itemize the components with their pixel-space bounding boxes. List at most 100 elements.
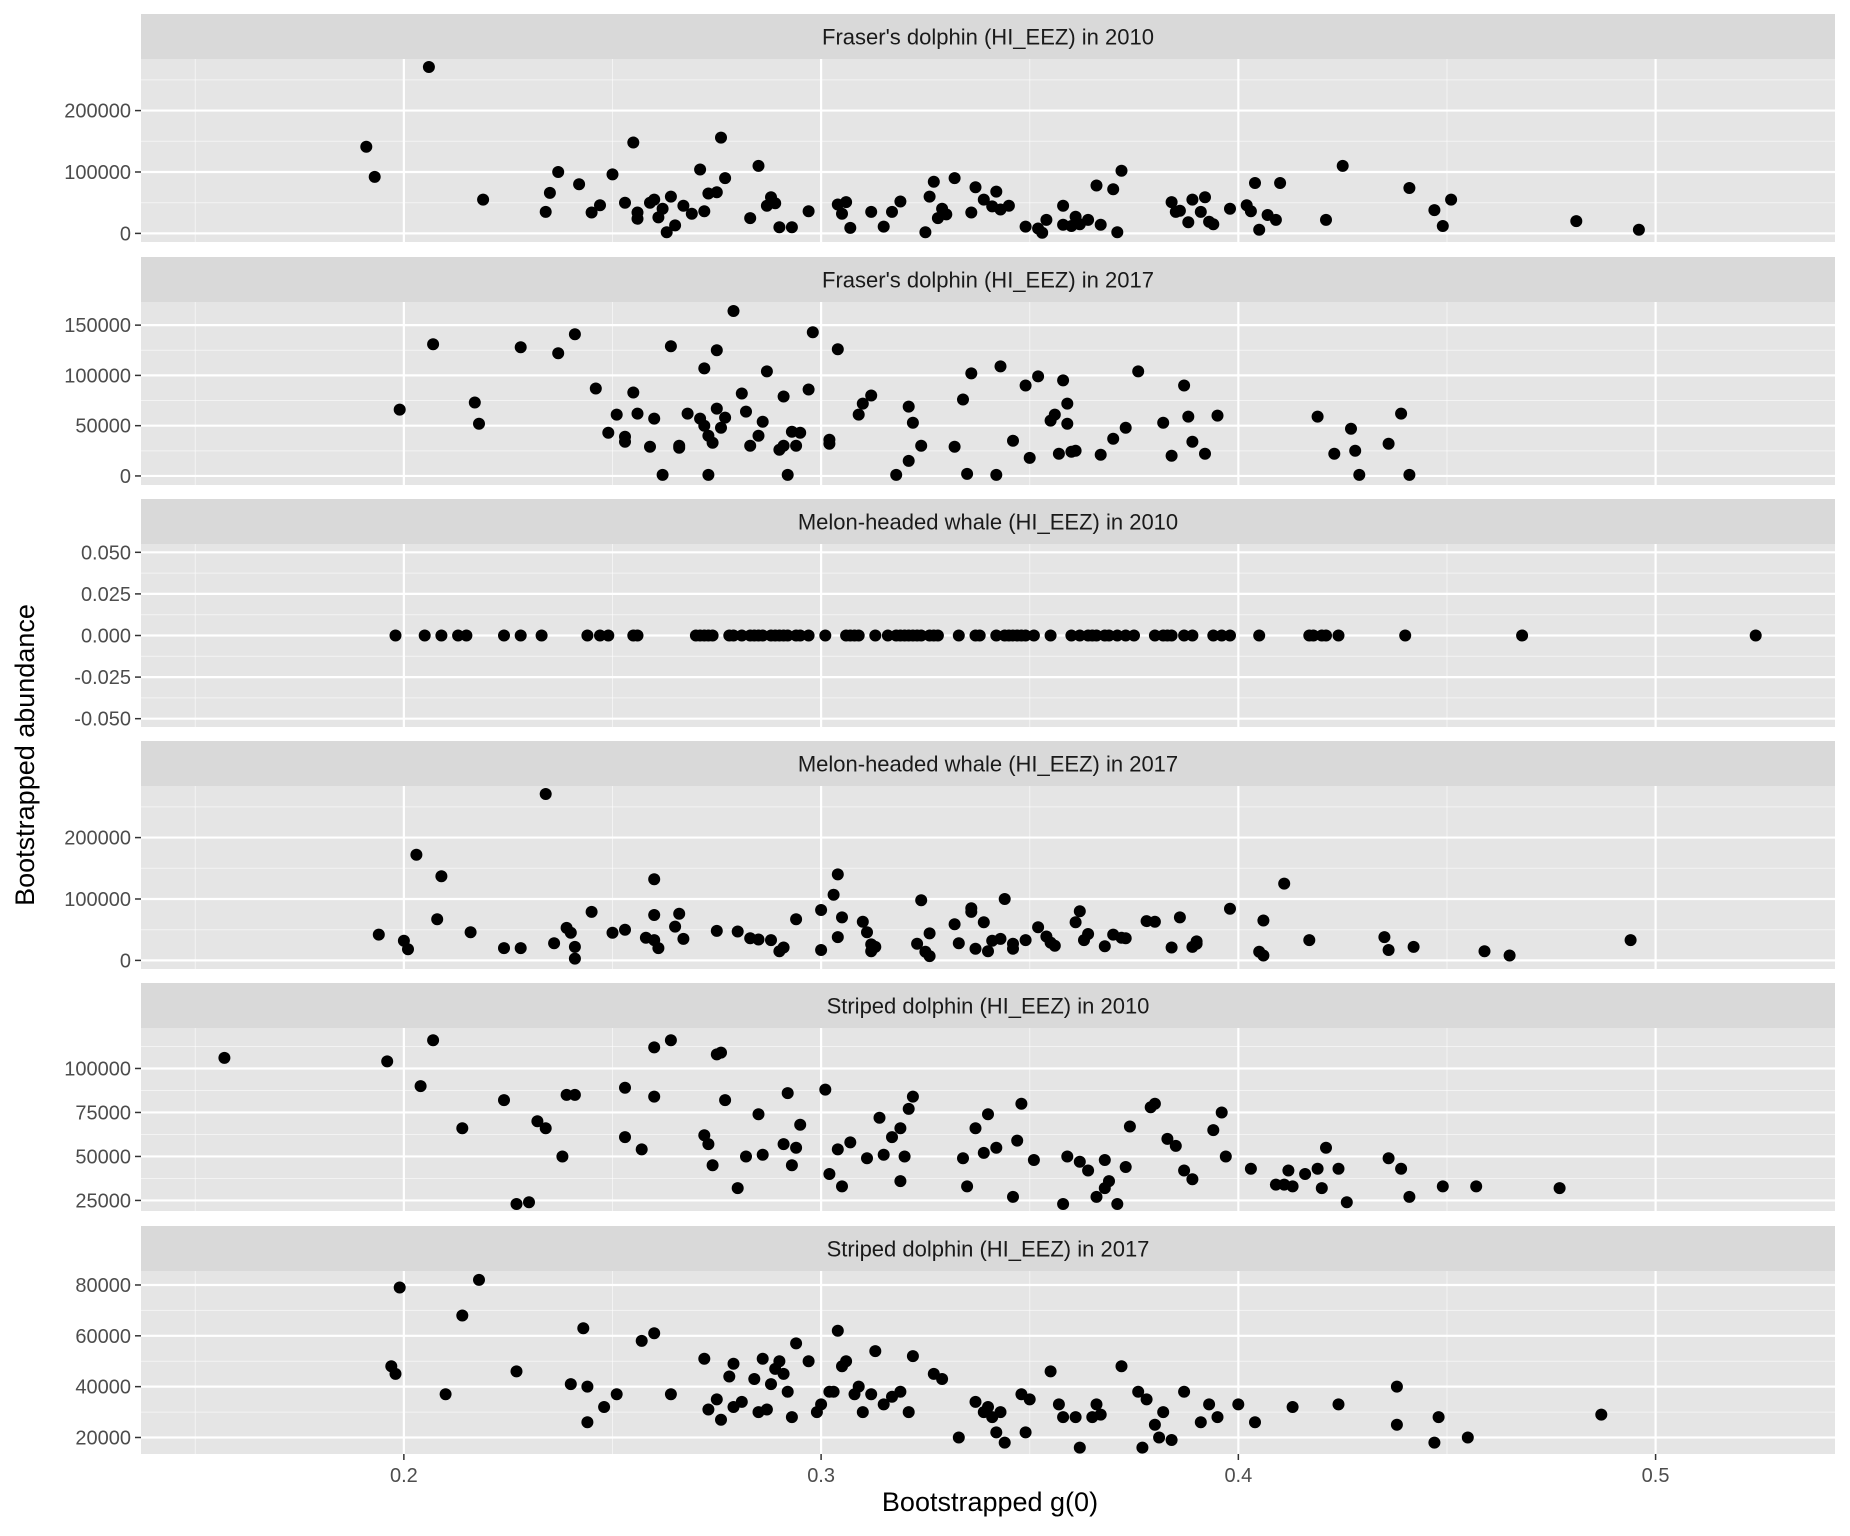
data-point [794, 1118, 807, 1131]
data-point [819, 1083, 832, 1096]
panel-strip [141, 14, 1835, 59]
data-point [735, 387, 748, 400]
y-tick-label: 20000 [75, 1427, 131, 1449]
data-point [1069, 916, 1082, 929]
data-point [873, 1111, 886, 1124]
data-point [627, 136, 640, 149]
data-point [1115, 1360, 1128, 1373]
data-point [431, 913, 444, 926]
data-point [1320, 1141, 1332, 1154]
data-point [1249, 1416, 1261, 1429]
data-point [715, 1413, 727, 1426]
data-point [1094, 1408, 1107, 1421]
data-point [1165, 1434, 1178, 1446]
data-point [669, 219, 682, 232]
data-point [1186, 629, 1199, 642]
data-point [715, 1046, 727, 1059]
data-point [777, 1138, 790, 1151]
data-point [1428, 204, 1441, 217]
data-point [698, 1352, 711, 1365]
data-point [589, 382, 602, 395]
data-point [752, 1108, 765, 1121]
data-point [585, 905, 598, 918]
data-point [510, 1365, 523, 1378]
data-point [1032, 370, 1045, 383]
data-point [1165, 941, 1178, 954]
data-point [1052, 447, 1065, 460]
data-point [1023, 1393, 1036, 1406]
data-point [698, 205, 711, 218]
data-point [856, 397, 869, 410]
data-point [669, 920, 682, 933]
data-point [1153, 1431, 1166, 1444]
data-point [777, 941, 790, 954]
data-point [894, 1122, 907, 1135]
y-tick-label: 0.050 [81, 542, 131, 564]
data-point [756, 1148, 769, 1161]
data-point [710, 1393, 723, 1406]
data-point [969, 1395, 982, 1408]
data-point [973, 629, 986, 642]
data-point [673, 907, 686, 920]
y-tick-label: 100000 [64, 889, 131, 911]
data-point [1186, 193, 1199, 206]
data-point [422, 61, 435, 73]
data-point [1286, 1401, 1299, 1413]
data-point [836, 1180, 848, 1193]
data-point [706, 436, 719, 449]
data-point [965, 367, 978, 380]
data-point [781, 468, 794, 481]
data-point [698, 419, 711, 432]
data-point [577, 1322, 590, 1335]
data-point [1148, 629, 1161, 642]
data-point [456, 1122, 469, 1135]
data-point [961, 467, 974, 480]
data-point [1090, 179, 1103, 192]
data-point [869, 629, 882, 642]
data-point [656, 202, 669, 215]
data-point [719, 1094, 732, 1107]
data-point [794, 426, 807, 439]
data-point [1407, 940, 1420, 953]
data-point [1199, 191, 1211, 204]
data-point [1132, 365, 1145, 378]
data-point [510, 1198, 523, 1210]
data-point [886, 205, 898, 218]
data-point [965, 206, 978, 219]
data-point [877, 1148, 890, 1161]
data-point [548, 937, 561, 950]
data-point [790, 1337, 803, 1350]
data-point [844, 1136, 857, 1149]
data-point [977, 916, 990, 929]
data-point [368, 170, 381, 183]
data-point [1340, 1196, 1353, 1209]
data-point [915, 894, 928, 907]
panel-strip [141, 499, 1835, 544]
data-point [990, 1426, 1003, 1439]
data-point [1128, 629, 1140, 642]
data-point [715, 131, 727, 144]
data-point [1111, 1198, 1124, 1210]
y-tick-label: 50000 [75, 1146, 131, 1168]
data-point [802, 629, 815, 642]
data-point [982, 1108, 994, 1121]
y-tick-label: 40000 [75, 1377, 131, 1399]
data-point [781, 629, 794, 642]
data-point [427, 338, 440, 351]
data-point [1057, 199, 1070, 212]
data-point [794, 629, 807, 642]
data-point [823, 1168, 836, 1180]
data-point [1044, 1365, 1057, 1378]
data-point [748, 1373, 761, 1385]
data-point [865, 205, 878, 218]
data-point [723, 1370, 736, 1383]
data-point [1094, 218, 1107, 231]
data-point [1011, 1134, 1024, 1147]
data-point [898, 1150, 911, 1163]
data-point [740, 1150, 752, 1163]
data-point [427, 1034, 440, 1047]
data-point [856, 1406, 869, 1419]
data-point [1178, 1385, 1191, 1398]
data-point [1073, 905, 1086, 918]
data-point [969, 1122, 982, 1135]
